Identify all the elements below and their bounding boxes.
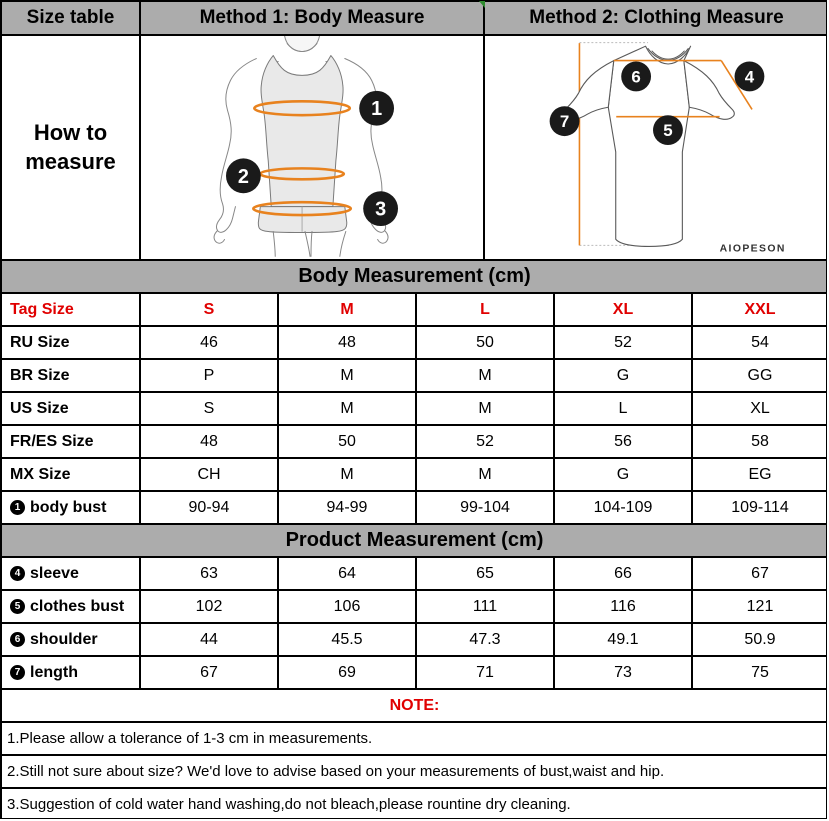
svg-text:3: 3 [375, 199, 386, 221]
svg-text:2: 2 [238, 166, 249, 188]
svg-text:4: 4 [745, 67, 755, 86]
svg-text:5: 5 [663, 121, 672, 140]
svg-text:7: 7 [560, 112, 569, 131]
svg-text:AIOPESON: AIOPESON [720, 243, 786, 254]
svg-text:1: 1 [371, 98, 382, 120]
svg-text:6: 6 [631, 67, 640, 86]
